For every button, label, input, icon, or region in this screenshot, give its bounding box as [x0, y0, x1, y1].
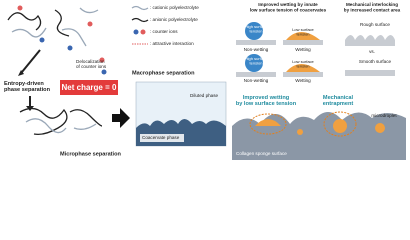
- droplet: [286, 64, 320, 72]
- delocalization-label: Delocalization of counter ions: [76, 59, 107, 69]
- legend-entry: : cationic polyelectrolyte: [150, 5, 199, 10]
- arrow-head: [26, 106, 34, 111]
- smooth-label: Smooth surface: [359, 59, 392, 64]
- non-wetting: Non-wetting: [244, 78, 269, 83]
- label-bg: [140, 134, 184, 142]
- legend-entry: : counter ions: [150, 29, 178, 34]
- surface: [283, 40, 323, 45]
- high-tension: High surface tension: [245, 56, 268, 66]
- big-arrow: [112, 108, 130, 128]
- coacervate-phase: Coacervate phase: [142, 135, 180, 140]
- highlight: [323, 111, 357, 137]
- microdroplet: microdroplet: [371, 113, 397, 118]
- droplet: [245, 22, 263, 40]
- legend-entry: : attractive interaction: [150, 41, 194, 46]
- net-charge: Net charge = 0: [62, 83, 117, 92]
- droplet: [286, 32, 320, 40]
- entrapment: Mechanical entrapment: [323, 95, 354, 107]
- highlight: [249, 113, 287, 135]
- high-tension: High surface tension: [245, 24, 268, 34]
- wetting: Wetting: [295, 47, 311, 52]
- wetting-title: Improved wetting by innate low surface te…: [250, 2, 327, 13]
- droplet: [297, 129, 303, 135]
- legend: : cationic polyelectrolyte : anionic pol…: [131, 5, 199, 46]
- rough-label: Rough surface: [360, 22, 390, 27]
- entropy-label: Entropy-driven phase separation: [4, 81, 51, 93]
- diluted-phase: Diluted phase: [190, 93, 219, 98]
- microphase-label: Microphase separation: [60, 151, 122, 157]
- droplet: [375, 123, 385, 133]
- figure: Entropy-driven phase separation Delocaliz…: [4, 2, 406, 160]
- macrophase-label: Macrophase separation: [132, 70, 195, 76]
- legend-entry: : anionic polyelectrolyte: [150, 17, 198, 22]
- arrow-head: [18, 70, 24, 76]
- wetting: Wetting: [295, 78, 311, 83]
- arrow: [21, 49, 41, 73]
- counter-ions: [17, 5, 107, 75]
- sponge-surface: Collagen sponge surface: [236, 151, 287, 156]
- surface: [283, 72, 323, 77]
- low-tension: Low surface tension: [292, 27, 314, 37]
- low-tension: Low surface tension: [292, 59, 314, 69]
- smooth-surface: [345, 70, 395, 76]
- surface: [236, 40, 276, 45]
- non-wetting: Non-wetting: [244, 47, 269, 52]
- polymer-sketch: [7, 7, 103, 136]
- interlocking-title: Mechanical interlocking by increased cont…: [344, 2, 401, 13]
- net-charge-box: [60, 80, 118, 95]
- surface: [236, 72, 276, 77]
- rough-surface: [345, 35, 395, 46]
- vs: vs.: [369, 49, 375, 54]
- droplet: [255, 119, 281, 126]
- improved-wetting: Improved wetting by low surface tension: [236, 95, 297, 107]
- droplet: [245, 54, 263, 72]
- droplet: [333, 119, 347, 133]
